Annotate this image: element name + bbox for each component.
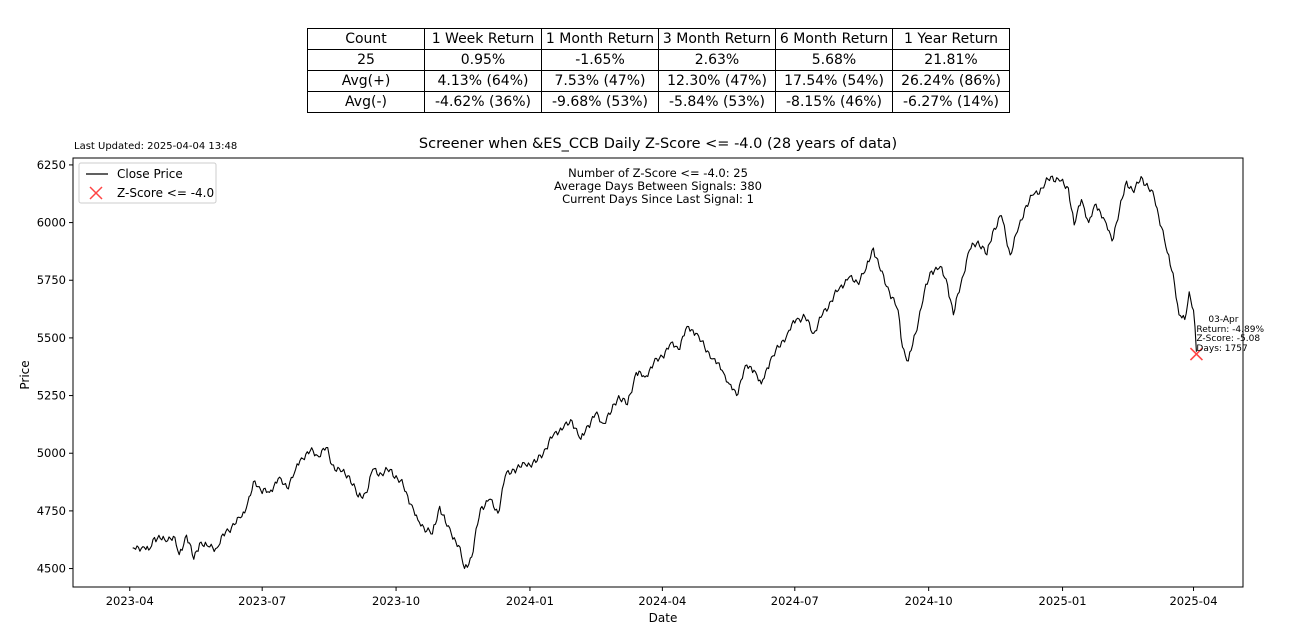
- x-tick-label: 2024-07: [771, 594, 819, 608]
- legend: Close Price Z-Score <= -4.0: [78, 162, 217, 204]
- y-tick-label: 5000: [37, 446, 66, 460]
- info-line-average: Average Days Between Signals: 380: [554, 179, 762, 193]
- legend-label-close-price: Close Price: [117, 167, 183, 181]
- close-price-line: [132, 175, 1197, 570]
- stats-cell: 26.24% (86%): [892, 70, 1010, 92]
- signal-annotation-line: Return: -4.89%: [1196, 325, 1264, 335]
- info-line-current: Current Days Since Last Signal: 1: [562, 192, 754, 206]
- y-tick-label: 5500: [37, 331, 66, 345]
- y-tick-label: 5750: [37, 273, 66, 287]
- stats-header-cell: 1 Year Return: [892, 28, 1010, 50]
- zscore-signal-marker: [1189, 347, 1203, 361]
- signal-annotation-line: Days: 1757: [1196, 344, 1247, 354]
- stats-cell: 17.54% (54%): [775, 70, 893, 92]
- stats-cell: 4.13% (64%): [424, 70, 542, 92]
- signal-annotation-line: Z-Score: -5.08: [1196, 334, 1260, 344]
- y-tick-label: 4750: [37, 504, 66, 518]
- stats-row-avg-positive: Avg(+) 4.13% (64%) 7.53% (47%) 12.30% (4…: [307, 70, 1010, 92]
- stats-cell: Avg(-): [307, 91, 425, 113]
- x-tick-label: 2024-01: [506, 594, 554, 608]
- legend-box: [78, 162, 217, 204]
- stats-cell: 2.63%: [658, 49, 776, 71]
- stats-cell: -9.68% (53%): [541, 91, 659, 113]
- y-tick-label: 6250: [37, 158, 66, 172]
- stats-header-cell: 6 Month Return: [775, 28, 893, 50]
- chart-title: Screener when &ES_CCB Daily Z-Score <= -…: [418, 136, 898, 152]
- x-tick-label: 2025-01: [1039, 594, 1087, 608]
- stats-cell: -5.84% (53%): [658, 91, 776, 113]
- stats-cell: 12.30% (47%): [658, 70, 776, 92]
- x-tick-label: 2023-10: [372, 594, 420, 608]
- stats-cell: Avg(+): [307, 70, 425, 92]
- y-tick-label: 6000: [37, 216, 66, 230]
- x-tick-label: 2024-04: [638, 594, 686, 608]
- x-tick-label: 2023-04: [106, 594, 154, 608]
- x-tick-label: 2025-04: [1169, 594, 1217, 608]
- legend-label-zscore: Z-Score <= -4.0: [117, 186, 214, 200]
- info-text: Number of Z-Score <= -4.0: 25 Average Da…: [554, 166, 762, 206]
- y-axis-label: Price: [18, 360, 32, 389]
- x-tick-label: 2023-07: [238, 594, 286, 608]
- plot-frame: [72, 157, 1244, 588]
- stats-table: Count 1 Week Return 1 Month Return 3 Mon…: [307, 28, 1010, 113]
- x-tick-label: 2024-10: [905, 594, 953, 608]
- stats-row-avg-negative: Avg(-) -4.62% (36%) -9.68% (53%) -5.84% …: [307, 91, 1010, 113]
- y-tick-label: 4500: [37, 562, 66, 576]
- stats-cell: 7.53% (47%): [541, 70, 659, 92]
- legend-x-marker: [89, 186, 103, 200]
- x-axis-label: Date: [649, 611, 678, 625]
- stats-cell: -4.62% (36%): [424, 91, 542, 113]
- y-tick-label: 5250: [37, 389, 66, 403]
- stats-cell: -6.27% (14%): [892, 91, 1010, 113]
- stats-header-row: Count 1 Week Return 1 Month Return 3 Mon…: [307, 28, 1010, 50]
- info-line-count: Number of Z-Score <= -4.0: 25: [568, 166, 748, 180]
- last-updated-text: Last Updated: 2025-04-04 13:48: [74, 141, 238, 152]
- signal-annotation-line: 03-Apr: [1208, 315, 1238, 325]
